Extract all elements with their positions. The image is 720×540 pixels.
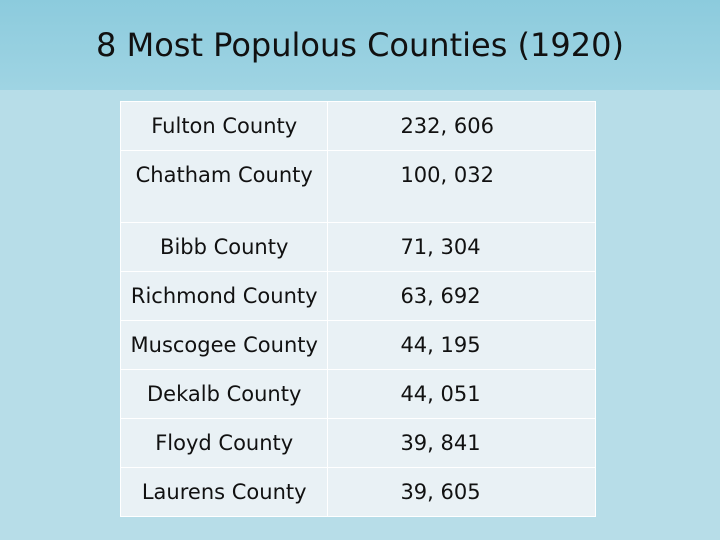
population-cell: 39, 841 <box>327 418 596 468</box>
table-row: Richmond County 63, 692 <box>119 271 596 321</box>
table-row: Bibb County 71, 304 <box>119 222 596 272</box>
county-cell: Laurens County <box>119 467 329 517</box>
county-cell: Fulton County <box>119 101 329 151</box>
title-band <box>0 0 720 90</box>
slide-title: 8 Most Populous Counties (1920) <box>96 26 624 64</box>
table-row: Laurens County 39, 605 <box>119 467 596 517</box>
table-row: Floyd County 39, 841 <box>119 418 596 468</box>
population-cell: 232, 606 <box>327 101 596 151</box>
county-cell: Chatham County <box>119 150 329 223</box>
population-cell: 100, 032 <box>327 150 596 223</box>
population-cell: 39, 605 <box>327 467 596 517</box>
county-cell: Bibb County <box>119 222 329 272</box>
population-cell: 71, 304 <box>327 222 596 272</box>
table-row: Muscogee County 44, 195 <box>119 320 596 370</box>
population-table: Fulton County 232, 606 Chatham County 100, … <box>119 101 596 517</box>
table-row: Fulton County 232, 606 <box>119 101 596 151</box>
table-row: Chatham County 100, 032 <box>119 150 596 223</box>
county-cell: Floyd County <box>119 418 329 468</box>
county-cell: Muscogee County <box>119 320 329 370</box>
county-cell: Richmond County <box>119 271 329 321</box>
population-cell: 44, 195 <box>327 320 596 370</box>
table-row: Dekalb County 44, 051 <box>119 369 596 419</box>
population-cell: 63, 692 <box>327 271 596 321</box>
population-cell: 44, 051 <box>327 369 596 419</box>
county-cell: Dekalb County <box>119 369 329 419</box>
